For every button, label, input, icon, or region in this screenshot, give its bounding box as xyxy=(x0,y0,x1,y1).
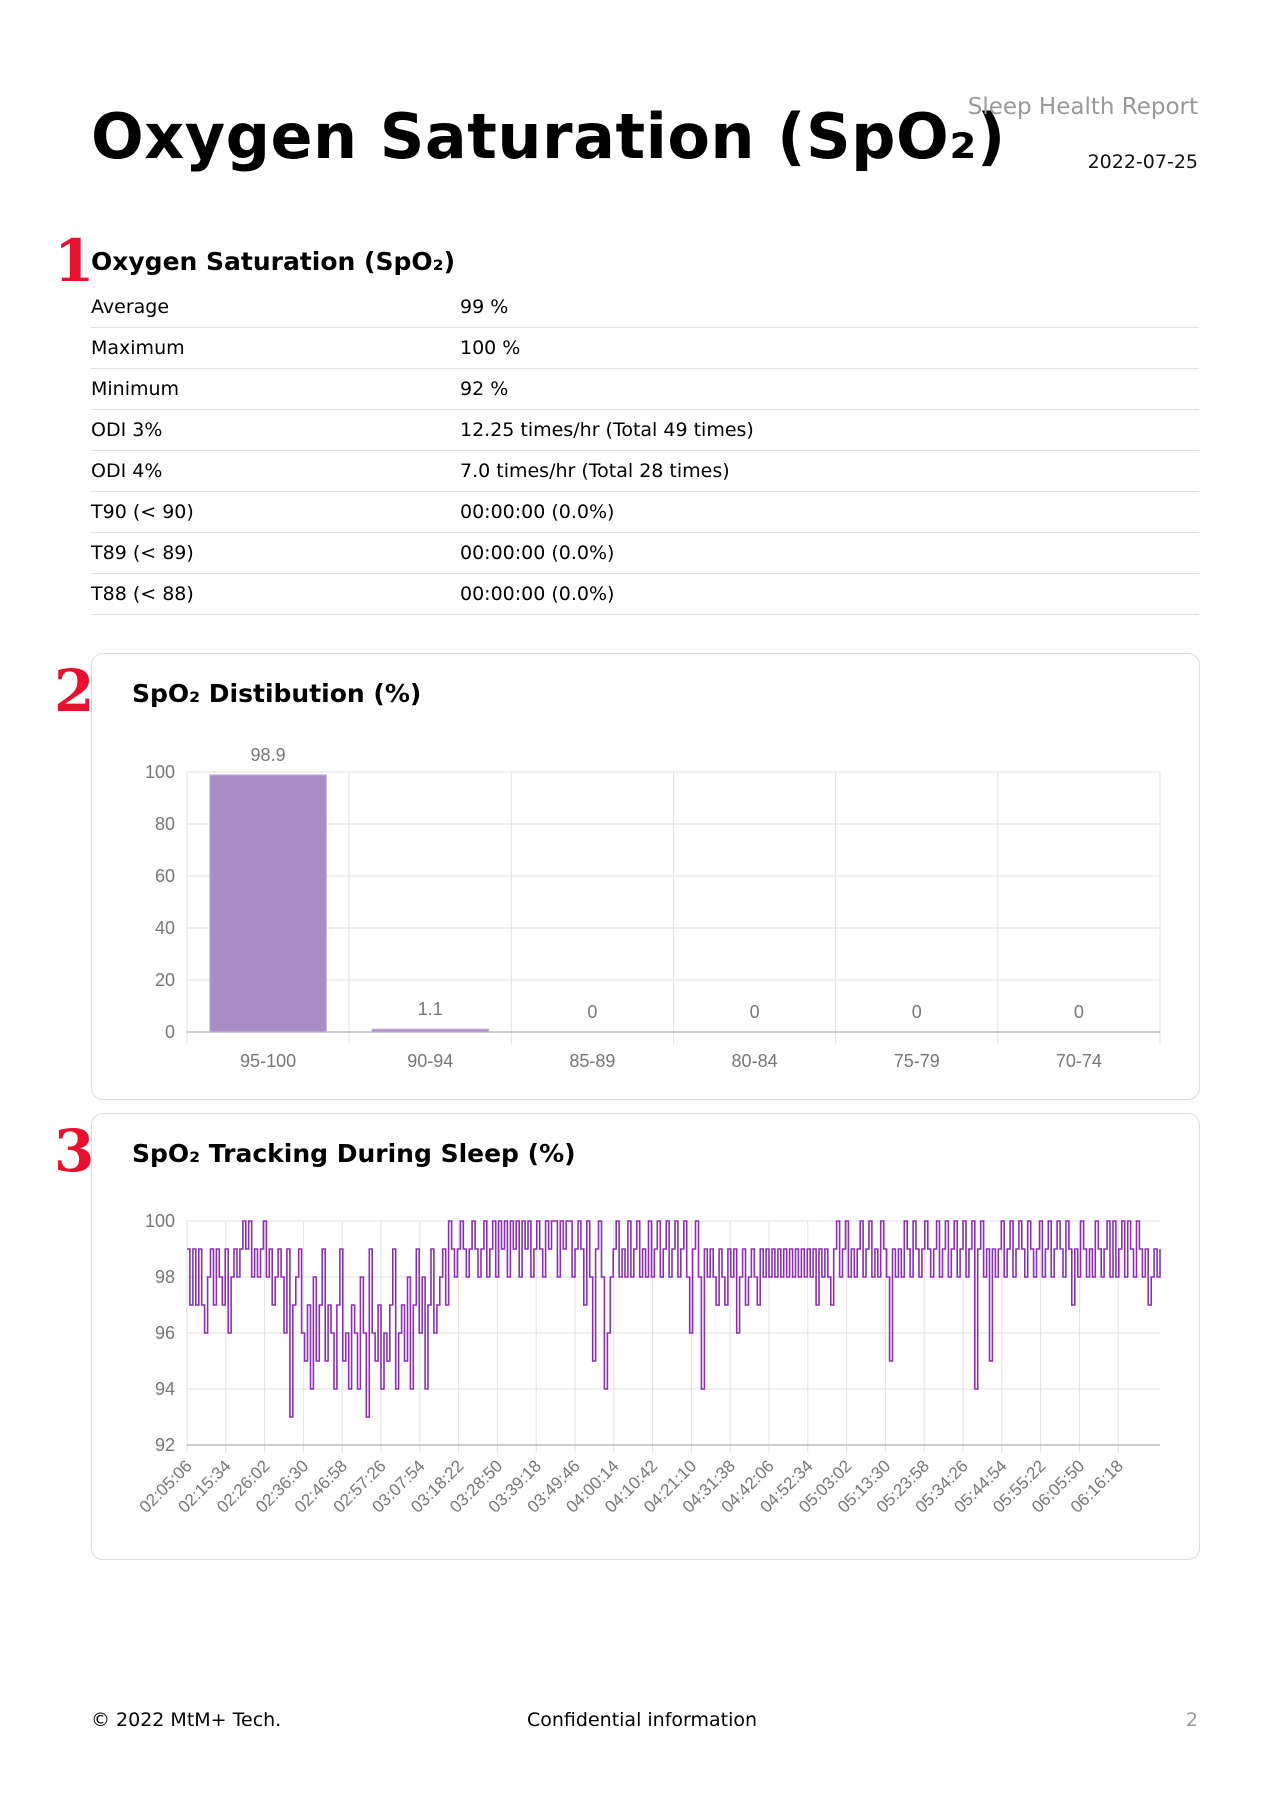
footer-page-number: 2 xyxy=(1185,1709,1198,1731)
bar-data-label: 98.9 xyxy=(251,745,286,765)
bar-90-94 xyxy=(371,1028,490,1033)
stat-value: 92 % xyxy=(460,378,509,400)
spo2-tracking-chart: 9294969810002:05:0602:15:3402:26:0202:36… xyxy=(136,1211,1161,1517)
y-tick-label: 94 xyxy=(155,1379,175,1399)
y-tick-label: 60 xyxy=(155,866,175,886)
y-tick-label: 100 xyxy=(145,762,175,782)
y-tick-label: 20 xyxy=(155,970,175,990)
spo2-series-line xyxy=(187,1220,1161,1418)
y-tick-label: 98 xyxy=(155,1267,175,1287)
stat-label: ODI 4% xyxy=(91,460,163,482)
stat-label: T90 (< 90) xyxy=(91,501,194,523)
section-title-2: SpO₂ Distibution (%) xyxy=(132,679,422,708)
y-tick-label: 96 xyxy=(155,1323,175,1343)
x-tick-label: 85-89 xyxy=(569,1051,615,1071)
stat-label: Minimum xyxy=(91,378,180,400)
stat-row-average: Average 99 % xyxy=(91,287,1199,328)
x-tick-label: 75-79 xyxy=(894,1051,940,1071)
stats-table: Average 99 % Maximum 100 % Minimum 92 % … xyxy=(91,287,1199,615)
stat-value: 00:00:00 (0.0%) xyxy=(460,501,615,523)
stat-label: T89 (< 89) xyxy=(91,542,194,564)
report-date: 2022-07-25 xyxy=(1087,151,1198,173)
page-title: Oxygen Saturation (SpO₂) xyxy=(91,100,1006,173)
y-tick-label: 40 xyxy=(155,918,175,938)
stat-label: Maximum xyxy=(91,337,185,359)
x-tick-label: 95-100 xyxy=(240,1051,296,1071)
stat-value: 12.25 times/hr (Total 49 times) xyxy=(460,419,754,441)
section-title-3: SpO₂ Tracking During Sleep (%) xyxy=(132,1139,576,1168)
stat-label: Average xyxy=(91,296,170,318)
stat-label: ODI 3% xyxy=(91,419,163,441)
stat-label: T88 (< 88) xyxy=(91,583,194,605)
y-tick-label: 0 xyxy=(165,1022,175,1042)
section-title-1: Oxygen Saturation (SpO₂) xyxy=(91,247,456,276)
spo2-distribution-chart: 0 20 40 60 80 100 98.9 95-100 1.1 90-94 0 85-89 0 80-… xyxy=(145,745,1161,1071)
footer-confidential: Confidential information xyxy=(527,1709,758,1731)
stat-row-odi-3: ODI 3% 12.25 times/hr (Total 49 times) xyxy=(91,410,1199,451)
stat-value: 99 % xyxy=(460,296,509,318)
bar-data-label: 0 xyxy=(1074,1002,1084,1022)
footer-copyright: © 2022 MtM+ Tech. xyxy=(91,1709,282,1731)
stat-value: 100 % xyxy=(460,337,521,359)
report-name: Sleep Health Report xyxy=(967,94,1198,120)
section-number-2: 2 xyxy=(54,657,95,725)
stat-row-t88: T88 (< 88) 00:00:00 (0.0%) xyxy=(91,574,1199,615)
bar-data-label: 0 xyxy=(750,1002,760,1022)
y-tick-label: 92 xyxy=(155,1435,175,1455)
stat-value: 00:00:00 (0.0%) xyxy=(460,542,615,564)
x-tick-label: 80-84 xyxy=(732,1051,778,1071)
x-tick-label: 70-74 xyxy=(1056,1051,1102,1071)
stat-row-odi-4: ODI 4% 7.0 times/hr (Total 28 times) xyxy=(91,451,1199,492)
x-tick-label: 90-94 xyxy=(407,1051,453,1071)
stat-row-t90: T90 (< 90) 00:00:00 (0.0%) xyxy=(91,492,1199,533)
stat-value: 7.0 times/hr (Total 28 times) xyxy=(460,460,730,482)
bar-data-label: 0 xyxy=(912,1002,922,1022)
bar-95-100 xyxy=(209,774,327,1033)
stat-row-t89: T89 (< 89) 00:00:00 (0.0%) xyxy=(91,533,1199,574)
section-number-1: 1 xyxy=(54,227,95,295)
bar-data-label: 0 xyxy=(587,1002,597,1022)
section-number-3: 3 xyxy=(54,1117,95,1185)
distribution-card: SpO₂ Distibution (%) 0 20 40 60 80 100 98.9 95-… xyxy=(91,653,1200,1100)
stat-value: 00:00:00 (0.0%) xyxy=(460,583,615,605)
y-tick-label: 100 xyxy=(145,1211,175,1231)
tracking-card: SpO₂ Tracking During Sleep (%) 92 94 96 98 1… xyxy=(91,1113,1200,1560)
stat-row-maximum: Maximum 100 % xyxy=(91,328,1199,369)
bar-data-label: 1.1 xyxy=(418,999,443,1019)
stat-row-minimum: Minimum 92 % xyxy=(91,369,1199,410)
y-tick-label: 80 xyxy=(155,814,175,834)
